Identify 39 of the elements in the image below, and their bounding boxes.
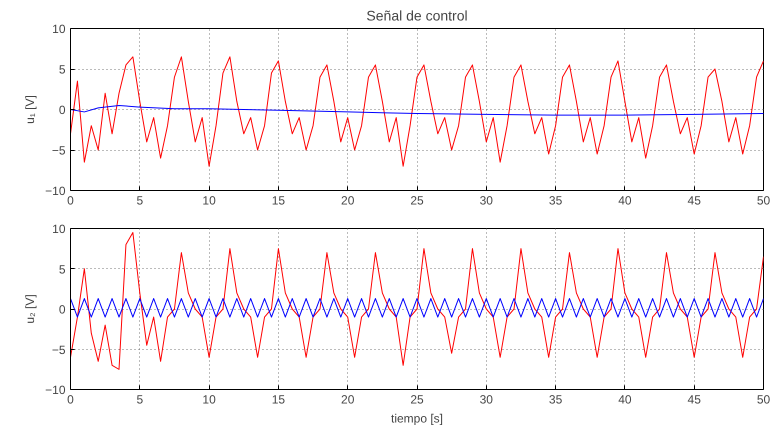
x-tick-label: 5 xyxy=(136,194,144,208)
y-tick-label: −10 xyxy=(45,184,66,198)
x-tick-label: 40 xyxy=(618,392,632,406)
x-axis-title: tiempo [s] xyxy=(390,412,444,426)
y-tick-label: −10 xyxy=(45,383,66,397)
x-tick-label: 20 xyxy=(341,392,355,406)
y-tick-label: 10 xyxy=(52,22,66,36)
y-tick-label: 5 xyxy=(58,62,66,76)
x-tick-label: 20 xyxy=(341,194,355,208)
y-tick-label: 5 xyxy=(58,262,66,276)
x-tick-label: 0 xyxy=(67,194,74,208)
y-tick-label: −5 xyxy=(52,342,66,357)
x-tick-label: 35 xyxy=(548,392,563,406)
y-tick-label: −5 xyxy=(52,144,66,158)
x-tick-label: 10 xyxy=(202,392,216,406)
x-tick-label: 15 xyxy=(272,392,286,406)
y-axis-title: u₁ [V] xyxy=(23,95,38,124)
x-tick-label: 45 xyxy=(688,392,702,406)
x-tick-label: 10 xyxy=(202,194,216,208)
y-axis-title: u₂ [V] xyxy=(23,294,38,324)
x-tick-label: 15 xyxy=(272,194,286,208)
chart-title: Señal de control xyxy=(366,8,468,24)
line-series xyxy=(70,104,764,116)
x-tick-label: 30 xyxy=(480,194,494,208)
x-tick-label: 40 xyxy=(618,194,632,208)
x-tick-label: 45 xyxy=(688,194,702,208)
x-tick-label: 35 xyxy=(548,194,563,208)
x-tick-label: 5 xyxy=(136,392,144,406)
line-series xyxy=(70,56,764,167)
x-tick-label: 0 xyxy=(67,392,74,406)
line-series xyxy=(70,232,764,370)
y-tick-label: 0 xyxy=(58,103,66,117)
x-tick-label: 50 xyxy=(756,392,770,406)
x-tick-label: 30 xyxy=(480,392,494,406)
x-tick-label: 25 xyxy=(410,194,424,208)
x-tick-label: 25 xyxy=(410,392,424,406)
y-tick-label: 0 xyxy=(58,302,66,316)
x-tick-label: 50 xyxy=(756,194,770,208)
y-tick-label: 10 xyxy=(52,222,66,236)
